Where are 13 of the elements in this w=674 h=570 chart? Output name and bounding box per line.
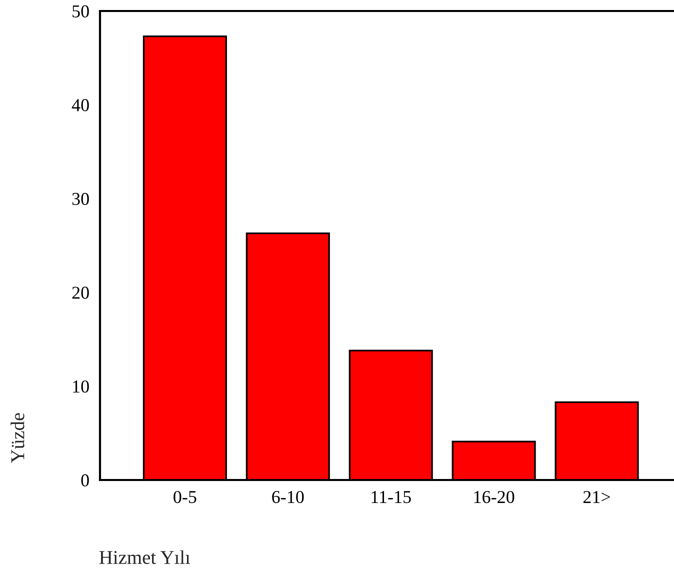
y-tick-label: 10 <box>73 380 89 393</box>
y-tick-label: 50 <box>72 5 89 18</box>
x-tick-label: 16-20 <box>474 490 514 504</box>
y-axis-title: Yüzde <box>10 413 24 463</box>
y-tick-label: 20 <box>72 286 89 299</box>
y-tick-label: 0 <box>81 474 89 486</box>
x-tick-label: 0-5 <box>174 490 196 504</box>
x-tick-label: 21> <box>583 490 610 503</box>
x-tick-label: 11-15 <box>372 491 411 504</box>
x-axis-title: Hizmet Yılı <box>99 550 190 564</box>
x-tick-label: 6-10 <box>272 490 304 504</box>
y-tick-label: 40 <box>72 99 89 112</box>
y-tick-label: 30 <box>72 192 89 206</box>
